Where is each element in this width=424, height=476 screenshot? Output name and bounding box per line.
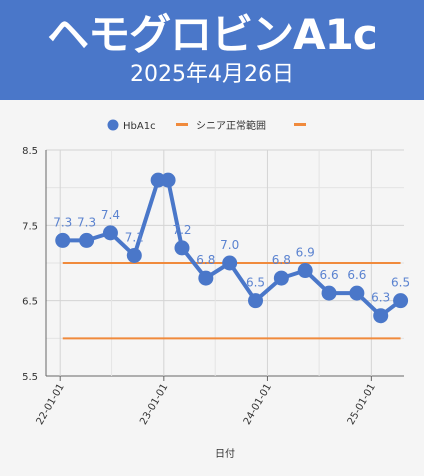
data-label-2: 7.4 <box>101 208 120 222</box>
data-label-1: 7.3 <box>77 215 96 229</box>
hba1c-point-15 <box>393 293 409 309</box>
data-label-13: 6.6 <box>347 268 366 282</box>
hba1c-point-2 <box>102 225 118 241</box>
legend-extra-marker <box>294 123 306 126</box>
data-label-9: 6.5 <box>246 276 265 290</box>
hba1c-point-9 <box>248 293 264 309</box>
hba1c-point-3 <box>126 247 142 263</box>
hba1c-point-14 <box>373 308 389 324</box>
legend: HbA1c シニア正常範囲 <box>107 119 306 132</box>
hba1c-point-5 <box>160 172 176 188</box>
data-label-7: 6.8 <box>196 253 215 267</box>
y-tick-label-0: 5.5 <box>22 372 38 383</box>
y-axis: 5.5 6.5 7.5 8.5 <box>22 146 38 383</box>
page-title: ヘモグロビンA1c <box>47 10 378 59</box>
data-label-0: 7.3 <box>53 215 72 229</box>
y-tick-label-2: 7.5 <box>22 221 38 232</box>
hba1c-line-chart: HbA1c シニア正常範囲 5.5 6.5 7.5 8.5 22-01-01 23-01… <box>22 119 410 460</box>
data-label-15: 6.5 <box>391 276 410 290</box>
y-tick-label-1: 6.5 <box>22 297 38 308</box>
hba1c-point-11 <box>297 263 313 279</box>
data-label-8: 7.0 <box>220 238 239 252</box>
header: ヘモグロビンA1c 2025年4月26日 <box>0 0 424 100</box>
hba1c-point-7 <box>198 270 214 286</box>
page-date: 2025年4月26日 <box>130 62 294 87</box>
x-tick-label-3: 25-01-01 <box>346 382 378 427</box>
data-label-14: 6.3 <box>371 291 390 305</box>
x-axis: 22-01-01 23-01-01 24-01-01 25-01-01 <box>35 382 378 427</box>
hba1c-series <box>55 172 409 324</box>
x-tick-label-1: 23-01-01 <box>138 382 170 427</box>
hba1c-point-13 <box>349 285 365 301</box>
hba1c-point-6 <box>174 240 190 256</box>
data-label-6: 7.2 <box>172 223 191 237</box>
hba1c-point-8 <box>222 255 238 271</box>
data-label-12: 6.6 <box>320 268 339 282</box>
hba1c-line <box>62 178 402 318</box>
y-tick-label-3: 8.5 <box>22 146 38 157</box>
data-label-10: 6.8 <box>272 253 291 267</box>
data-labels: 7.3 7.37.47.17.26.87.06.56.86.96.6 6.66.36… <box>53 208 410 305</box>
hba1c-point-10 <box>273 270 289 286</box>
legend-range-marker <box>176 123 188 126</box>
data-label-3: 7.1 <box>125 230 144 244</box>
legend-hba1c-label: HbA1c <box>123 121 156 132</box>
data-label-11: 6.9 <box>296 246 315 260</box>
hba1c-point-0 <box>55 232 71 248</box>
chart-area: HbA1c シニア正常範囲 5.5 6.5 7.5 8.5 22-01-01 23-01… <box>0 100 424 476</box>
x-tick-label-2: 24-01-01 <box>242 382 274 427</box>
legend-hba1c-marker <box>107 119 119 131</box>
x-tick-label-0: 22-01-01 <box>35 382 67 427</box>
x-axis-title: 日付 <box>215 447 235 460</box>
hba1c-point-12 <box>321 285 337 301</box>
legend-range-label: シニア正常範囲 <box>196 119 266 132</box>
hba1c-point-1 <box>79 232 95 248</box>
